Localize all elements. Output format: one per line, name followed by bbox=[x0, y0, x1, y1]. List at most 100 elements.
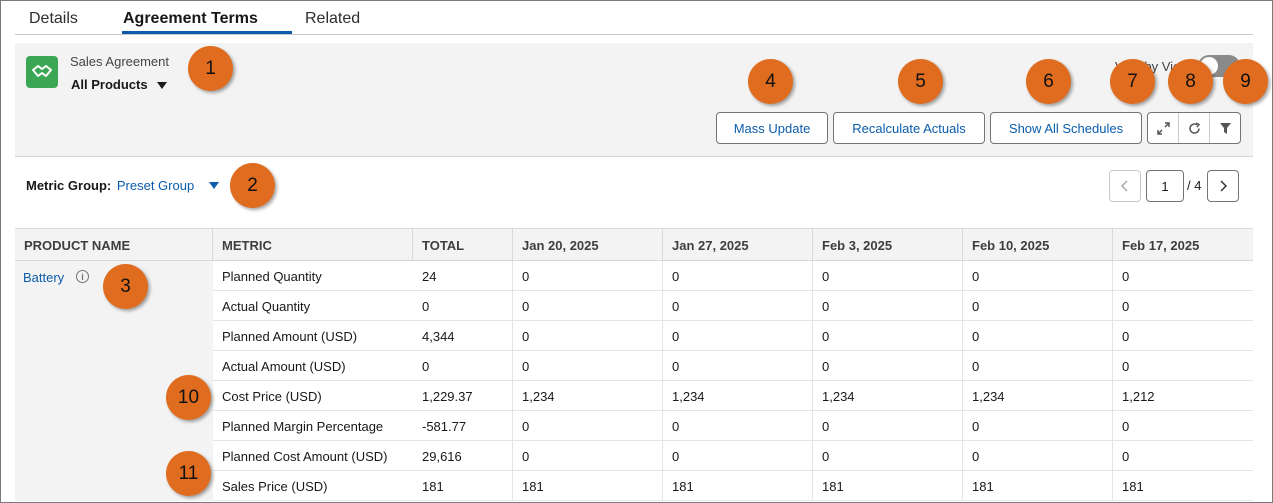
value-cell: 0 bbox=[513, 411, 663, 441]
value-cell: 0 bbox=[1122, 358, 1130, 374]
table-row: Planned Margin Percentage -581.77 0 0 0 0 0 bbox=[213, 411, 1253, 441]
recalculate-actuals-button[interactable]: Recalculate Actuals bbox=[833, 112, 985, 144]
prev-page-button[interactable] bbox=[1109, 170, 1141, 202]
value-cell: 0 bbox=[513, 321, 663, 351]
tab-bar: Details Agreement Terms Related bbox=[15, 1, 1253, 35]
metric-cell: Actual Amount (USD) bbox=[222, 358, 346, 374]
value-cell: 0 bbox=[1122, 268, 1130, 284]
metric-cell: Planned Cost Amount (USD) bbox=[222, 448, 388, 464]
value-cell: 0 bbox=[663, 441, 813, 471]
value-cell: 0 bbox=[513, 351, 663, 381]
value-cell: 1,234 bbox=[963, 381, 1113, 411]
chevron-left-icon bbox=[1121, 180, 1128, 192]
value-cell: 181 bbox=[663, 471, 813, 501]
value-cell: 0 bbox=[813, 351, 963, 381]
callout-marker: 2 bbox=[230, 163, 275, 208]
value-cell: 0 bbox=[1122, 328, 1130, 344]
column-header: TOTAL bbox=[413, 229, 513, 261]
metric-cell: Sales Price (USD) bbox=[222, 478, 328, 494]
mass-update-button[interactable]: Mass Update bbox=[716, 112, 828, 144]
expand-icon[interactable] bbox=[1148, 113, 1179, 143]
value-cell: 1,234 bbox=[663, 381, 813, 411]
value-cell: 181 bbox=[1122, 478, 1144, 494]
column-header: PRODUCT NAME bbox=[15, 229, 213, 261]
value-cell: 0 bbox=[963, 351, 1113, 381]
metric-group: Metric Group: Preset Group bbox=[26, 178, 194, 193]
value-cell: 0 bbox=[963, 321, 1113, 351]
value-cell: 181 bbox=[963, 471, 1113, 501]
column-header: Feb 3, 2025 bbox=[813, 229, 963, 261]
chevron-right-icon bbox=[1220, 180, 1227, 192]
value-cell: 0 bbox=[813, 441, 963, 471]
value-cell: 181 bbox=[813, 471, 963, 501]
metric-cell: Planned Quantity bbox=[222, 268, 322, 284]
tab-related[interactable]: Related bbox=[305, 10, 361, 27]
table-row: Planned Quantity 24 0 0 0 0 0 bbox=[213, 261, 1253, 291]
value-cell: 0 bbox=[813, 261, 963, 291]
info-icon[interactable]: i bbox=[76, 270, 89, 283]
table-row: Sales Price (USD) 181 181 181 181 181 181 bbox=[213, 471, 1253, 501]
total-cell: 0 bbox=[413, 351, 513, 381]
metric-group-label: Metric Group: bbox=[26, 178, 112, 193]
value-cell: 0 bbox=[513, 261, 663, 291]
value-cell: 1,212 bbox=[1122, 388, 1155, 404]
metric-group-selector[interactable]: Preset Group bbox=[116, 178, 195, 193]
table-row: Planned Cost Amount (USD) 29,616 0 0 0 0 0 bbox=[213, 441, 1253, 471]
show-all-schedules-button[interactable]: Show All Schedules bbox=[990, 112, 1142, 144]
refresh-icon[interactable] bbox=[1179, 113, 1210, 143]
value-cell: 1,234 bbox=[513, 381, 663, 411]
active-tab-indicator bbox=[122, 31, 292, 34]
chevron-down-icon[interactable] bbox=[157, 82, 167, 89]
callout-marker: 9 bbox=[1223, 59, 1268, 104]
total-cell: 4,344 bbox=[413, 321, 513, 351]
metric-cell: Actual Quantity bbox=[222, 298, 311, 314]
table-row: Planned Amount (USD) 4,344 0 0 0 0 0 bbox=[213, 321, 1253, 351]
callout-marker: 6 bbox=[1026, 59, 1071, 104]
value-cell: 0 bbox=[513, 291, 663, 321]
column-header: Jan 27, 2025 bbox=[663, 229, 813, 261]
value-cell: 0 bbox=[963, 411, 1113, 441]
value-cell: 0 bbox=[663, 411, 813, 441]
column-header: Jan 20, 2025 bbox=[513, 229, 663, 261]
value-cell: 0 bbox=[1122, 448, 1130, 464]
column-header: METRIC bbox=[213, 229, 413, 261]
value-cell: 0 bbox=[663, 261, 813, 291]
value-cell: 181 bbox=[513, 471, 663, 501]
products-selector[interactable]: All Products bbox=[71, 77, 148, 92]
total-cell: -581.77 bbox=[413, 411, 513, 441]
tab-agreement-terms[interactable]: Agreement Terms bbox=[123, 10, 258, 27]
callout-marker: 8 bbox=[1168, 59, 1213, 104]
filter-icon[interactable] bbox=[1210, 113, 1240, 143]
column-header: Feb 17, 2025 bbox=[1122, 237, 1200, 253]
total-cell: 29,616 bbox=[413, 441, 513, 471]
callout-marker: 10 bbox=[166, 375, 211, 420]
total-cell: 0 bbox=[413, 291, 513, 321]
value-cell: 0 bbox=[963, 291, 1113, 321]
value-cell: 0 bbox=[663, 351, 813, 381]
chevron-down-icon[interactable] bbox=[209, 182, 219, 189]
callout-marker: 4 bbox=[748, 59, 793, 104]
page-total: / 4 bbox=[1187, 178, 1202, 193]
value-cell: 0 bbox=[813, 321, 963, 351]
next-page-button[interactable] bbox=[1207, 170, 1239, 202]
table-row: Cost Price (USD) 1,229.37 1,234 1,234 1,234 1… bbox=[213, 381, 1253, 411]
callout-marker: 1 bbox=[188, 46, 233, 91]
product-link[interactable]: Battery bbox=[23, 270, 65, 285]
value-cell: 0 bbox=[663, 321, 813, 351]
table-header: PRODUCT NAME METRIC TOTAL Jan 20, 2025 J… bbox=[15, 228, 1253, 261]
object-type-label: Sales Agreement bbox=[70, 54, 170, 69]
callout-marker: 11 bbox=[166, 451, 211, 496]
value-cell: 0 bbox=[963, 441, 1113, 471]
metric-cell: Cost Price (USD) bbox=[222, 388, 322, 404]
callout-marker: 7 bbox=[1110, 59, 1155, 104]
value-cell: 0 bbox=[1122, 298, 1130, 314]
value-cell: 0 bbox=[813, 291, 963, 321]
value-cell: 0 bbox=[963, 261, 1113, 291]
column-header: Feb 10, 2025 bbox=[963, 229, 1113, 261]
value-cell: 0 bbox=[513, 441, 663, 471]
tab-details[interactable]: Details bbox=[29, 10, 78, 27]
page-number-input[interactable]: 1 bbox=[1146, 170, 1184, 202]
toolbar-icon-group bbox=[1147, 112, 1241, 144]
handshake-icon bbox=[26, 56, 58, 88]
table-row: Actual Quantity 0 0 0 0 0 0 bbox=[213, 291, 1253, 321]
